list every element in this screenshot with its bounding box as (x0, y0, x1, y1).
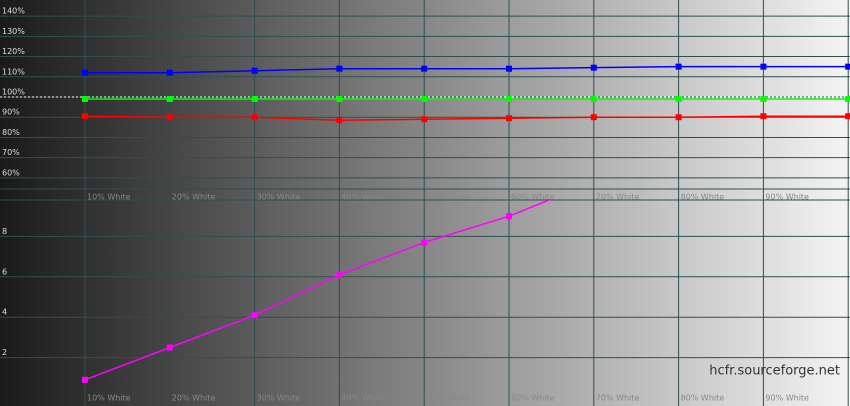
x-tick-label: 60% White (511, 394, 555, 403)
x-tick-label: 90% White (765, 193, 809, 202)
data-point (590, 64, 597, 71)
watermark: hcfr.sourceforge.net (709, 364, 840, 379)
data-point (506, 96, 512, 103)
data-point (251, 96, 258, 103)
y-tick-label: 8 (2, 227, 7, 236)
x-tick-label: 40% White (341, 193, 385, 202)
plot-area (82, 200, 552, 383)
data-point (760, 63, 767, 70)
data-point (590, 96, 597, 103)
data-point (82, 96, 88, 103)
data-point (421, 239, 428, 246)
y-tick-label: 4 (2, 308, 7, 317)
data-point (251, 312, 258, 319)
data-point (336, 117, 343, 124)
x-tick-label: 60% White (511, 193, 555, 202)
x-tick-label: 20% White (172, 193, 216, 202)
y-tick-label: 110% (2, 67, 25, 76)
x-tick-label: 40% White (341, 394, 385, 403)
data-point (251, 67, 258, 74)
x-tick-label: 20% White (172, 394, 216, 403)
data-point (336, 96, 343, 103)
data-point (166, 69, 173, 76)
series-line (84, 115, 849, 122)
data-point (166, 96, 173, 103)
data-point (166, 114, 173, 121)
y-tick-label: 140% (2, 7, 25, 16)
data-point (675, 114, 682, 121)
data-point (421, 96, 428, 103)
x-tick-label: 30% White (257, 193, 301, 202)
x-tick-label: 30% White (257, 394, 301, 403)
data-point (845, 63, 850, 70)
y-tick-label: 100% (2, 88, 25, 97)
x-tick-label: 50% White (426, 394, 470, 403)
data-point (590, 114, 597, 121)
data-point (421, 116, 428, 123)
y-tick-label: 80% (2, 128, 20, 137)
data-point (336, 65, 343, 72)
data-point (760, 96, 767, 103)
x-tick-label: 70% White (596, 193, 640, 202)
series-line (85, 65, 849, 74)
y-tick-label: 60% (2, 168, 20, 177)
data-point (760, 113, 767, 120)
plot-area (82, 63, 850, 124)
data-point (82, 113, 88, 120)
y-tick-label: 90% (2, 108, 20, 117)
data-point (675, 96, 682, 103)
data-point (336, 271, 343, 278)
x-tick-label: 80% White (681, 394, 725, 403)
y-tick-label: 120% (2, 47, 25, 56)
y-tick-label: 2 (2, 348, 7, 357)
x-tick-label: 80% White (681, 193, 725, 202)
data-point (82, 376, 88, 383)
data-point (82, 69, 88, 76)
data-point (251, 114, 258, 121)
x-tick-label: 10% White (87, 193, 131, 202)
x-tick-label: 70% White (596, 394, 640, 403)
data-point (506, 213, 512, 220)
data-point (421, 65, 428, 72)
y-tick-label: 130% (2, 27, 25, 36)
x-tick-label: 90% White (765, 394, 809, 403)
data-point (166, 344, 173, 351)
y-tick-label: 70% (2, 148, 20, 157)
x-tick-label: 10% White (87, 394, 131, 403)
data-point (845, 113, 850, 120)
data-point (845, 96, 850, 103)
data-point (506, 115, 512, 122)
y-tick-label: 6 (2, 267, 7, 276)
data-point (675, 63, 682, 70)
x-tick-label: 50% White (426, 193, 470, 202)
data-point (506, 65, 512, 72)
